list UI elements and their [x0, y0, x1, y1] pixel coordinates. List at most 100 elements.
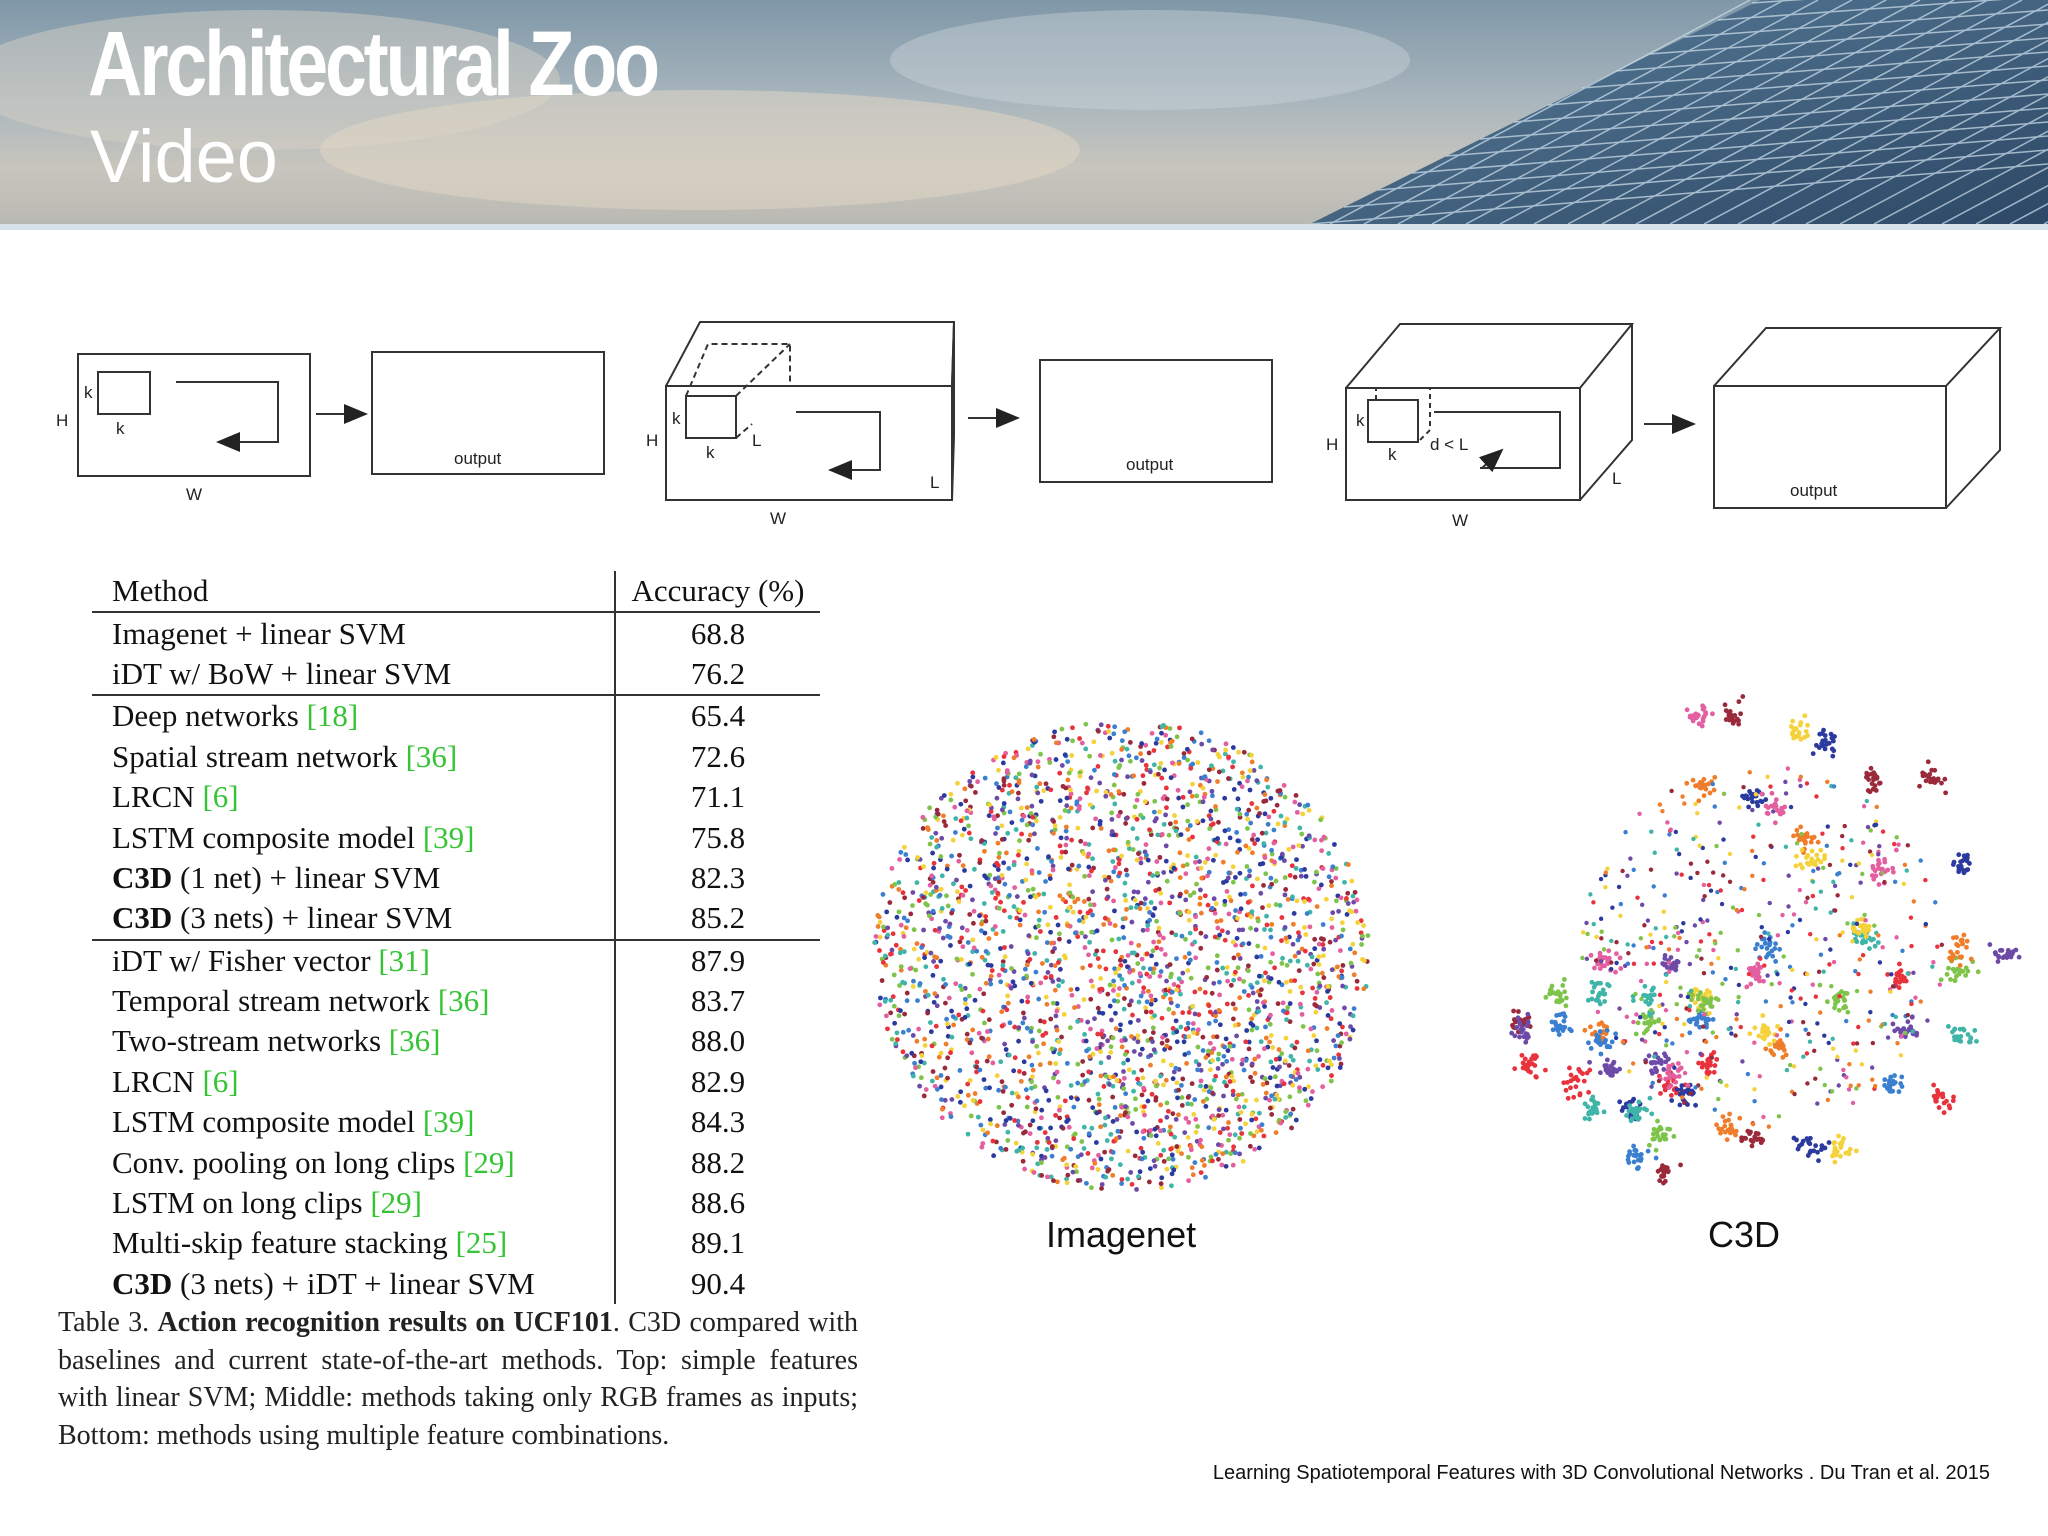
scatter-point: [1703, 711, 1708, 717]
scatter-point: [1765, 1031, 1771, 1036]
scatter-point: [1041, 891, 1047, 897]
scatter-point: [1127, 1002, 1132, 1008]
scatter-point: [1644, 945, 1649, 950]
scatter-point: [1660, 1021, 1665, 1026]
scatter-point: [1869, 852, 1875, 858]
method-name: (3 nets) + iDT + linear SVM: [172, 1265, 535, 1301]
scatter-point: [1901, 1026, 1907, 1031]
reference-link[interactable]: [18]: [306, 698, 359, 734]
scatter-point: [1245, 826, 1250, 831]
scatter-point: [1011, 904, 1017, 909]
reference-link[interactable]: [29]: [463, 1144, 515, 1180]
scatter-point: [1084, 1048, 1089, 1054]
scatter-point: [1212, 934, 1218, 940]
reference-link[interactable]: [31]: [378, 942, 430, 978]
scatter-point: [1037, 781, 1043, 787]
scatter-point: [1798, 862, 1803, 867]
scatter-point: [1700, 845, 1706, 851]
scatter-point: [1207, 1009, 1213, 1015]
scatter-point: [938, 886, 944, 892]
scatter-point: [1620, 868, 1625, 874]
scatter-point: [939, 906, 945, 911]
scatter-point: [1520, 1027, 1526, 1032]
scatter-point: [1255, 876, 1260, 882]
scatter-point: [1127, 969, 1133, 975]
scatter-point: [1064, 803, 1070, 809]
scatter-point: [1142, 1104, 1147, 1110]
scatter-point: [1243, 1121, 1248, 1127]
scatter-point: [1829, 746, 1835, 752]
scatter-point: [1148, 832, 1154, 838]
scatter-point: [1147, 827, 1152, 833]
kernel-label: k: [706, 443, 715, 462]
reference-link[interactable]: [25]: [455, 1225, 508, 1261]
scatter-point: [1877, 843, 1882, 849]
scatter-point: [915, 855, 921, 860]
scatter-point: [1708, 996, 1714, 1002]
scatter-point: [1152, 905, 1158, 911]
scatter-point: [1261, 1046, 1267, 1052]
method-cell: Imagenet + linear SVM: [92, 612, 615, 653]
scatter-point: [1238, 891, 1243, 897]
scatter-point: [1917, 783, 1922, 789]
reference-link[interactable]: [6]: [202, 779, 239, 815]
scatter-point: [1653, 1155, 1659, 1161]
reference-link[interactable]: [6]: [202, 1063, 239, 1099]
scatter-point: [937, 892, 943, 898]
scatter-point: [1752, 1040, 1757, 1045]
scatter-point: [1053, 740, 1059, 746]
reference-link[interactable]: [39]: [422, 819, 475, 855]
kernel-box: [685, 395, 737, 439]
accuracy-cell: 88.2: [613, 1142, 820, 1183]
scatter-point: [1719, 1126, 1725, 1132]
scatter-point: [1654, 1069, 1659, 1075]
scatter-point: [1790, 731, 1795, 737]
scatter-point: [1618, 966, 1624, 971]
scatter-point: [959, 987, 965, 993]
reference-link[interactable]: [36]: [388, 1023, 441, 1059]
scatter-point: [1762, 941, 1768, 946]
scatter-point: [1159, 1185, 1164, 1191]
scatter-point: [1696, 721, 1702, 727]
scatter-point: [1831, 1046, 1836, 1051]
scatter-point: [1657, 1137, 1663, 1143]
scatter-point: [1148, 900, 1154, 905]
scatter-point: [1594, 934, 1599, 940]
scatter-point: [1576, 1066, 1582, 1072]
scatter-point: [1101, 922, 1107, 927]
scatter-point: [900, 1029, 906, 1035]
scatter-point: [1868, 828, 1873, 833]
scatter-point: [1869, 873, 1875, 878]
scatter-point: [1950, 862, 1956, 867]
reference-link[interactable]: [29]: [370, 1185, 422, 1221]
reference-link[interactable]: [39]: [422, 1104, 475, 1140]
scatter-point: [1092, 767, 1097, 773]
scatter-point: [1191, 1111, 1197, 1117]
scatter-point: [1582, 1027, 1588, 1033]
scatter-point: [1315, 1067, 1321, 1073]
scatter-point: [1837, 933, 1842, 938]
scatter-point: [998, 1059, 1004, 1065]
scatter-point: [1233, 875, 1238, 880]
reference-link[interactable]: [36]: [405, 738, 458, 774]
scatter-point: [1329, 1062, 1334, 1068]
scatter-point: [1230, 764, 1236, 770]
scatter-point: [995, 890, 1001, 896]
scatter-point: [1893, 979, 1898, 985]
scatter-point: [1237, 1117, 1243, 1122]
scatter-point: [1018, 805, 1024, 811]
scatter-point: [1034, 784, 1040, 790]
reference-link[interactable]: [36]: [437, 983, 490, 1019]
scatter-point: [1313, 1009, 1319, 1015]
scatter-point: [1594, 1110, 1600, 1116]
scatter-point: [1149, 997, 1155, 1003]
scatter-point: [1081, 1124, 1087, 1130]
scatter-point: [1075, 1004, 1081, 1009]
scatter-point: [1042, 1130, 1048, 1135]
scatter-point: [1221, 1093, 1226, 1099]
scatter-point: [1168, 744, 1174, 749]
scatter-point: [1582, 1101, 1588, 1107]
scatter-point: [1158, 1118, 1163, 1124]
scatter-point: [1054, 1001, 1060, 1006]
scatter-point: [1302, 925, 1307, 930]
